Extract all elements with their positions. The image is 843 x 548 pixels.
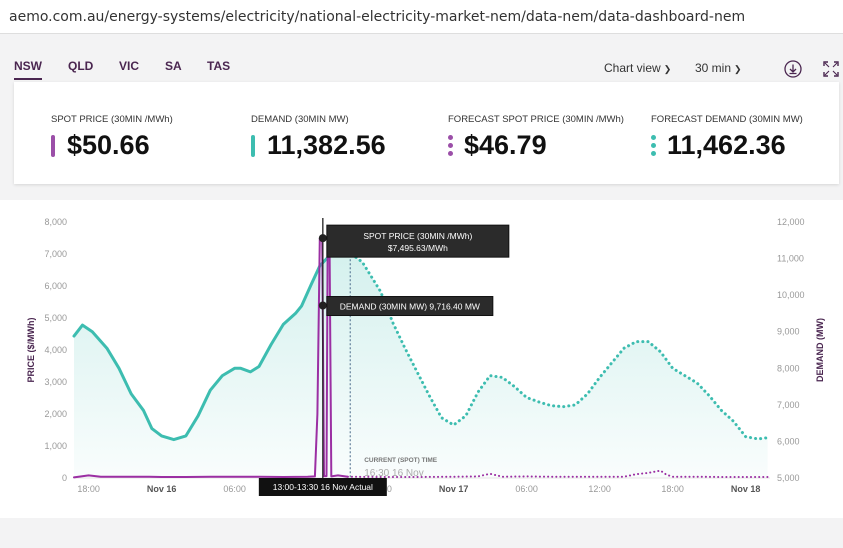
chart-view-dropdown[interactable]: Chart view ❯	[604, 61, 671, 75]
y-tick-label-left: 5,000	[44, 313, 67, 323]
chart-view-label: Chart view	[604, 61, 661, 75]
price-tooltip	[326, 224, 510, 258]
demand-forecast-line	[346, 249, 770, 441]
y-axis-label-right: DEMAND (MW)	[815, 318, 825, 382]
y-tick-label-right: 7,000	[777, 400, 800, 410]
y-tick-label-left: 6,000	[44, 281, 67, 291]
x-tooltip-text: 13:00-13:30 16 Nov Actual	[273, 482, 373, 492]
series-marker	[251, 135, 255, 157]
price-forecast-line	[346, 469, 769, 478]
metric-label: FORECAST DEMAND (30MIN MW)	[651, 114, 803, 125]
metric-forecast-demand: FORECAST DEMAND (30MIN MW) 11,462.36	[651, 114, 803, 160]
price-tooltip-value: $7,495.63/MWh	[388, 243, 448, 253]
y-axis-label-left: PRICE ($/MWh)	[26, 318, 36, 383]
tab-tas[interactable]: TAS	[207, 59, 231, 73]
chevron-down-icon: ❯	[663, 64, 672, 74]
metric-forecast-spot-price: FORECAST SPOT PRICE (30MIN /MWh) $46.79	[448, 114, 624, 160]
price-hover-point	[318, 234, 327, 243]
y-tick-label-right: 12,000	[777, 217, 805, 227]
x-tick-label: 06:00	[223, 484, 246, 494]
x-tooltip	[258, 478, 387, 496]
y-tick-label-right: 8,000	[777, 363, 800, 373]
x-tick-label: 06:00	[515, 484, 538, 494]
demand-area	[347, 251, 768, 478]
y-tick-label-right: 11,000	[777, 254, 804, 264]
series-marker	[651, 135, 656, 159]
metric-label: SPOT PRICE (30MIN /MWh)	[51, 114, 173, 125]
y-tick-label-right: 10,000	[777, 290, 805, 300]
metric-spot-price: SPOT PRICE (30MIN /MWh) $50.66	[51, 114, 173, 160]
download-button[interactable]	[783, 59, 803, 84]
y-tick-label-right: 9,000	[777, 327, 800, 337]
x-tick-label: 12:00	[588, 484, 611, 494]
metric-value: 11,462.36	[667, 130, 786, 160]
metric-label: FORECAST SPOT PRICE (30MIN /MWh)	[448, 114, 624, 125]
x-tick-label: Nov 16	[147, 484, 177, 494]
series-marker	[51, 135, 55, 157]
demand-actual-line	[72, 248, 350, 442]
metric-value: 11,382.56	[267, 130, 386, 160]
interval-dropdown[interactable]: 30 min ❯	[695, 61, 742, 75]
y-tick-label-left: 1,000	[44, 441, 67, 451]
demand-tooltip-text: DEMAND (30MIN MW) 9,716.40 MW	[340, 302, 480, 312]
interval-label: 30 min	[695, 61, 732, 75]
current-time-value: 16:30 16 Nov	[364, 468, 424, 479]
demand-tooltip	[326, 296, 494, 317]
y-tick-label-left: 0	[62, 473, 67, 483]
y-tick-label-left: 3,000	[44, 377, 67, 387]
address-bar[interactable]: aemo.com.au/energy-systems/electricity/n…	[0, 0, 843, 34]
metric-value: $50.66	[67, 130, 150, 160]
x-tick-label: 18:00	[77, 484, 100, 494]
expand-icon	[823, 61, 839, 77]
metric-demand: DEMAND (30MIN MW) 11,382.56	[251, 114, 386, 160]
series-marker	[448, 135, 453, 159]
y-tick-label-right: 5,000	[777, 473, 800, 483]
y-tick-label-left: 7,000	[44, 249, 67, 259]
y-tick-label-right: 6,000	[777, 436, 800, 446]
y-tick-label-left: 4,000	[44, 345, 67, 355]
region-tabs: NSW QLD VIC SA TAS	[0, 52, 843, 80]
metric-label: DEMAND (30MIN MW)	[251, 114, 349, 125]
y-tick-label-left: 8,000	[44, 217, 67, 227]
fullscreen-button[interactable]	[822, 60, 840, 83]
demand-hover-point	[318, 301, 327, 310]
chevron-down-icon: ❯	[734, 64, 742, 74]
x-tick-label: 18:00	[661, 484, 684, 494]
tab-qld[interactable]: QLD	[68, 59, 94, 73]
demand-area	[74, 250, 348, 478]
price-demand-chart[interactable]: 0 1,000 2,000 3,000 4,000 5,000 6,000 7,000 8,00…	[0, 200, 843, 518]
url-text: aemo.com.au/energy-systems/electricity/n…	[9, 9, 746, 25]
chart-svg: 0 1,000 2,000 3,000 4,000 5,000 6,000 7,000 8,00…	[26, 217, 825, 496]
metrics-card: SPOT PRICE (30MIN /MWh) $50.66 DEMAND (3…	[14, 82, 839, 184]
current-time-label: CURRENT (SPOT) TIME	[364, 457, 438, 464]
metric-value: $46.79	[464, 130, 547, 160]
x-tick-label: Nov 18	[731, 484, 761, 494]
tab-sa[interactable]: SA	[165, 59, 182, 73]
x-tick-label: Nov 17	[439, 484, 469, 494]
download-icon	[784, 60, 802, 78]
tab-vic[interactable]: VIC	[119, 59, 140, 73]
price-tooltip-title: SPOT PRICE (30MIN /MWh)	[363, 231, 472, 241]
tab-nsw[interactable]: NSW	[14, 59, 42, 80]
y-tick-label-left: 2,000	[44, 409, 67, 419]
